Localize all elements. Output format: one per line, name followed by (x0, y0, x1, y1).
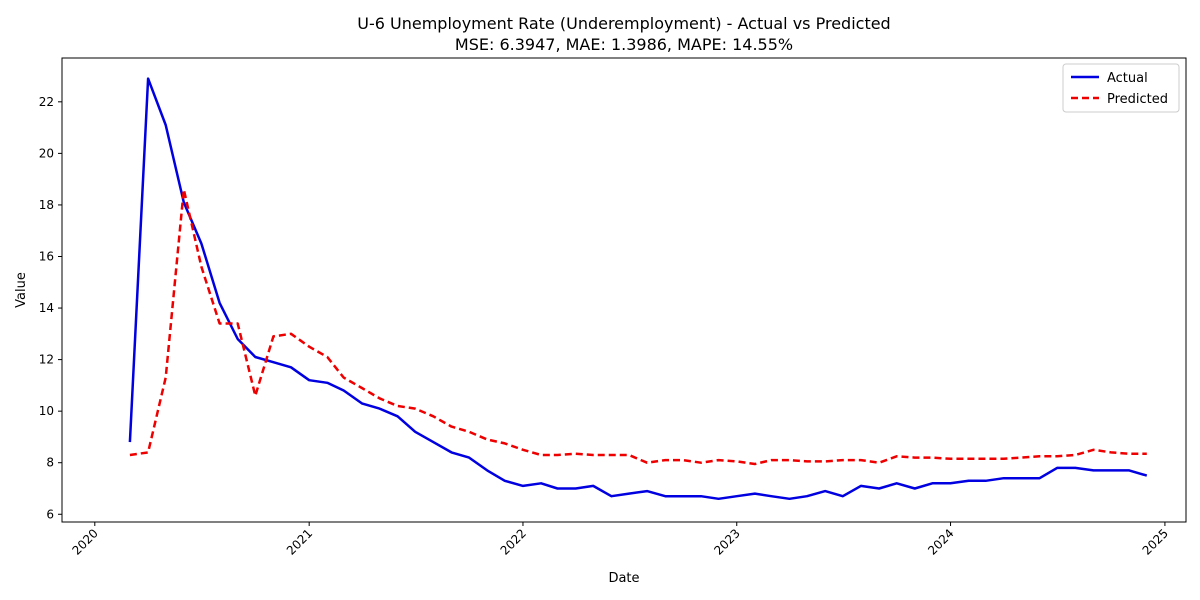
plot-lines (128, 77, 1148, 501)
y-tick-label: 12 (39, 353, 54, 367)
y-tick-label: 10 (39, 404, 54, 418)
y-tick-label: 22 (39, 95, 54, 109)
y-axis-ticks: 6 8 10 12 14 16 18 20 22 (39, 95, 62, 521)
y-tick-label: 6 (46, 507, 54, 521)
legend-label-predicted: Predicted (1107, 92, 1168, 107)
y-tick-label: 16 (39, 249, 54, 263)
series-line-actual (128, 77, 1148, 501)
plot-frame (61, 57, 1187, 523)
y-tick-label: 20 (39, 146, 54, 160)
y-axis-label: Value (14, 272, 29, 308)
x-axis-label: Date (608, 571, 639, 586)
series-line-predicted (129, 188, 1147, 466)
chart-subtitle: MSE: 6.3947, MAE: 1.3986, MAPE: 14.55% (455, 35, 793, 54)
chart-title: U-6 Unemployment Rate (Underemployment) … (357, 14, 890, 33)
legend: Actual Predicted (1062, 63, 1180, 113)
y-tick-label: 8 (46, 456, 54, 470)
y-tick-label: 14 (39, 301, 54, 315)
legend-label-actual: Actual (1107, 71, 1148, 86)
y-tick-label: 18 (39, 198, 54, 212)
